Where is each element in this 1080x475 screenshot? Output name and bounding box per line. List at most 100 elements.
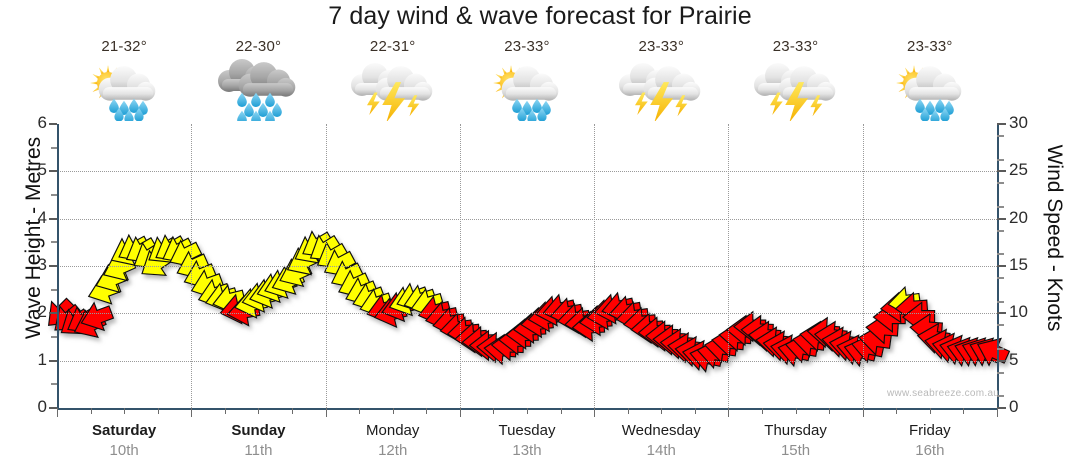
day-date-label: 15th (780, 442, 811, 459)
right-axis-minor-tick (997, 347, 1004, 350)
right-axis-tick-mark (997, 312, 1006, 315)
gridline-day-separator (325, 124, 327, 408)
day-temperature-range: 23-33° (772, 38, 819, 55)
day-header: 22-30° (191, 38, 325, 121)
left-axis-minor-tick (51, 336, 57, 338)
left-axis-minor-tick (51, 194, 57, 196)
day-footer: Monday 12th (326, 422, 460, 459)
day-date-label: 10th (109, 442, 139, 459)
right-axis-tick-label: 5 (1009, 349, 1019, 369)
right-axis-tick-label: 20 (1009, 207, 1028, 227)
left-axis-tick-label: 5 (37, 160, 47, 180)
right-axis-tick-label: 10 (1009, 302, 1028, 322)
gridline-horizontal (57, 171, 997, 173)
x-axis-tick (157, 408, 159, 414)
day-date-label: 12th (378, 442, 408, 459)
gridline-day-separator (191, 124, 193, 408)
right-axis-minor-tick (997, 276, 1004, 279)
x-axis-tick (191, 408, 193, 417)
right-axis-title: Wind Speed - Knots (1043, 144, 1066, 331)
x-axis-tick (929, 408, 931, 414)
x-axis-tick (292, 408, 293, 414)
right-axis-minor-tick (997, 158, 1004, 161)
day-footer: Saturday 10th (57, 422, 191, 459)
chart-plot-area (47, 124, 1011, 410)
day-footer: Wednesday 14th (594, 422, 728, 459)
x-axis-tick (459, 408, 461, 417)
sun-cloud-rain-icon (863, 59, 997, 121)
left-axis-tick-label: 4 (37, 207, 47, 227)
gridline-horizontal (57, 360, 997, 362)
day-temperature-range: 22-31° (369, 38, 416, 55)
x-axis-tick (728, 408, 730, 417)
thunderstorm-icon (728, 59, 862, 121)
x-axis-tick (325, 408, 327, 417)
x-axis-tick (493, 408, 495, 414)
gridline-horizontal (57, 266, 997, 267)
left-axis-tick-label: 6 (37, 113, 47, 132)
right-axis-tick-mark (997, 170, 1006, 173)
day-name-label: Friday (909, 422, 951, 439)
day-name-label: Monday (366, 422, 420, 439)
x-axis-tick (862, 408, 864, 417)
x-axis-tick (560, 408, 562, 414)
day-name-label: Tuesday (498, 422, 556, 439)
x-axis-tick (694, 408, 696, 414)
right-axis-minor-tick (997, 395, 1004, 398)
x-axis-tick (795, 408, 797, 414)
left-axis-tick-label: 1 (37, 349, 47, 369)
left-axis-tick-label: 2 (37, 302, 47, 322)
left-axis-minor-tick (51, 288, 57, 291)
left-axis-tick-label: 0 (37, 397, 47, 416)
day-temperature-range: 23-33° (638, 38, 685, 55)
gridline-horizontal (57, 313, 997, 315)
right-axis-tick-label: 15 (1009, 255, 1028, 274)
left-axis-minor-tick (51, 146, 57, 149)
left-axis-tick-mark (49, 312, 57, 315)
left-axis-line (57, 124, 59, 409)
day-date-label: 11th (244, 442, 273, 459)
x-axis-tick (57, 408, 58, 417)
x-axis-tick (997, 408, 998, 417)
x-axis-tick (258, 408, 260, 414)
thunderstorm-icon (326, 59, 460, 121)
wind-arrow-shadows (47, 230, 1011, 373)
wind-arrow-layer (47, 230, 1011, 373)
x-axis-tick (359, 408, 361, 414)
gridline-day-separator (594, 124, 596, 408)
x-axis-tick (594, 408, 596, 417)
day-date-label: 16th (915, 442, 945, 459)
day-header: 23-33° (863, 38, 997, 121)
x-axis-tick (627, 408, 629, 414)
x-axis-tick (896, 408, 898, 414)
right-axis-minor-tick (997, 182, 1004, 185)
left-axis-title: Wave Height - Metres (22, 136, 45, 339)
day-name-label: Sunday (231, 422, 286, 439)
day-name-label: Thursday (764, 422, 827, 439)
left-axis-minor-tick (51, 383, 57, 386)
right-axis-minor-tick (997, 229, 1004, 232)
left-axis-tick-mark (49, 170, 57, 173)
left-axis-tick-mark (49, 217, 57, 220)
day-header: 23-33° (460, 38, 594, 121)
day-temperature-range: 23-33° (907, 38, 953, 55)
day-footer: Friday 16th (863, 422, 997, 459)
left-axis-tick-mark (49, 123, 57, 125)
right-axis-tick-mark (997, 265, 1006, 267)
x-axis-tick (527, 408, 528, 414)
right-axis-tick-label: 30 (1009, 113, 1028, 132)
x-axis-tick (124, 408, 126, 414)
day-header: 23-33° (728, 38, 862, 121)
wind-direction-arrow (976, 337, 1011, 367)
right-axis-tick-label: 0 (1009, 397, 1019, 416)
page-title: 7 day wind & wave forecast for Prairie (328, 2, 752, 30)
x-axis-tick (90, 408, 92, 414)
right-axis-minor-tick (997, 300, 1004, 303)
right-axis-tick-mark (997, 217, 1006, 220)
x-axis-tick (829, 408, 831, 414)
day-footer: Tuesday 13th (460, 422, 594, 459)
day-header: 21-32° (57, 38, 191, 121)
right-axis-minor-tick (997, 371, 1004, 374)
right-axis-minor-tick (997, 253, 1004, 256)
day-header: 23-33° (594, 38, 728, 121)
